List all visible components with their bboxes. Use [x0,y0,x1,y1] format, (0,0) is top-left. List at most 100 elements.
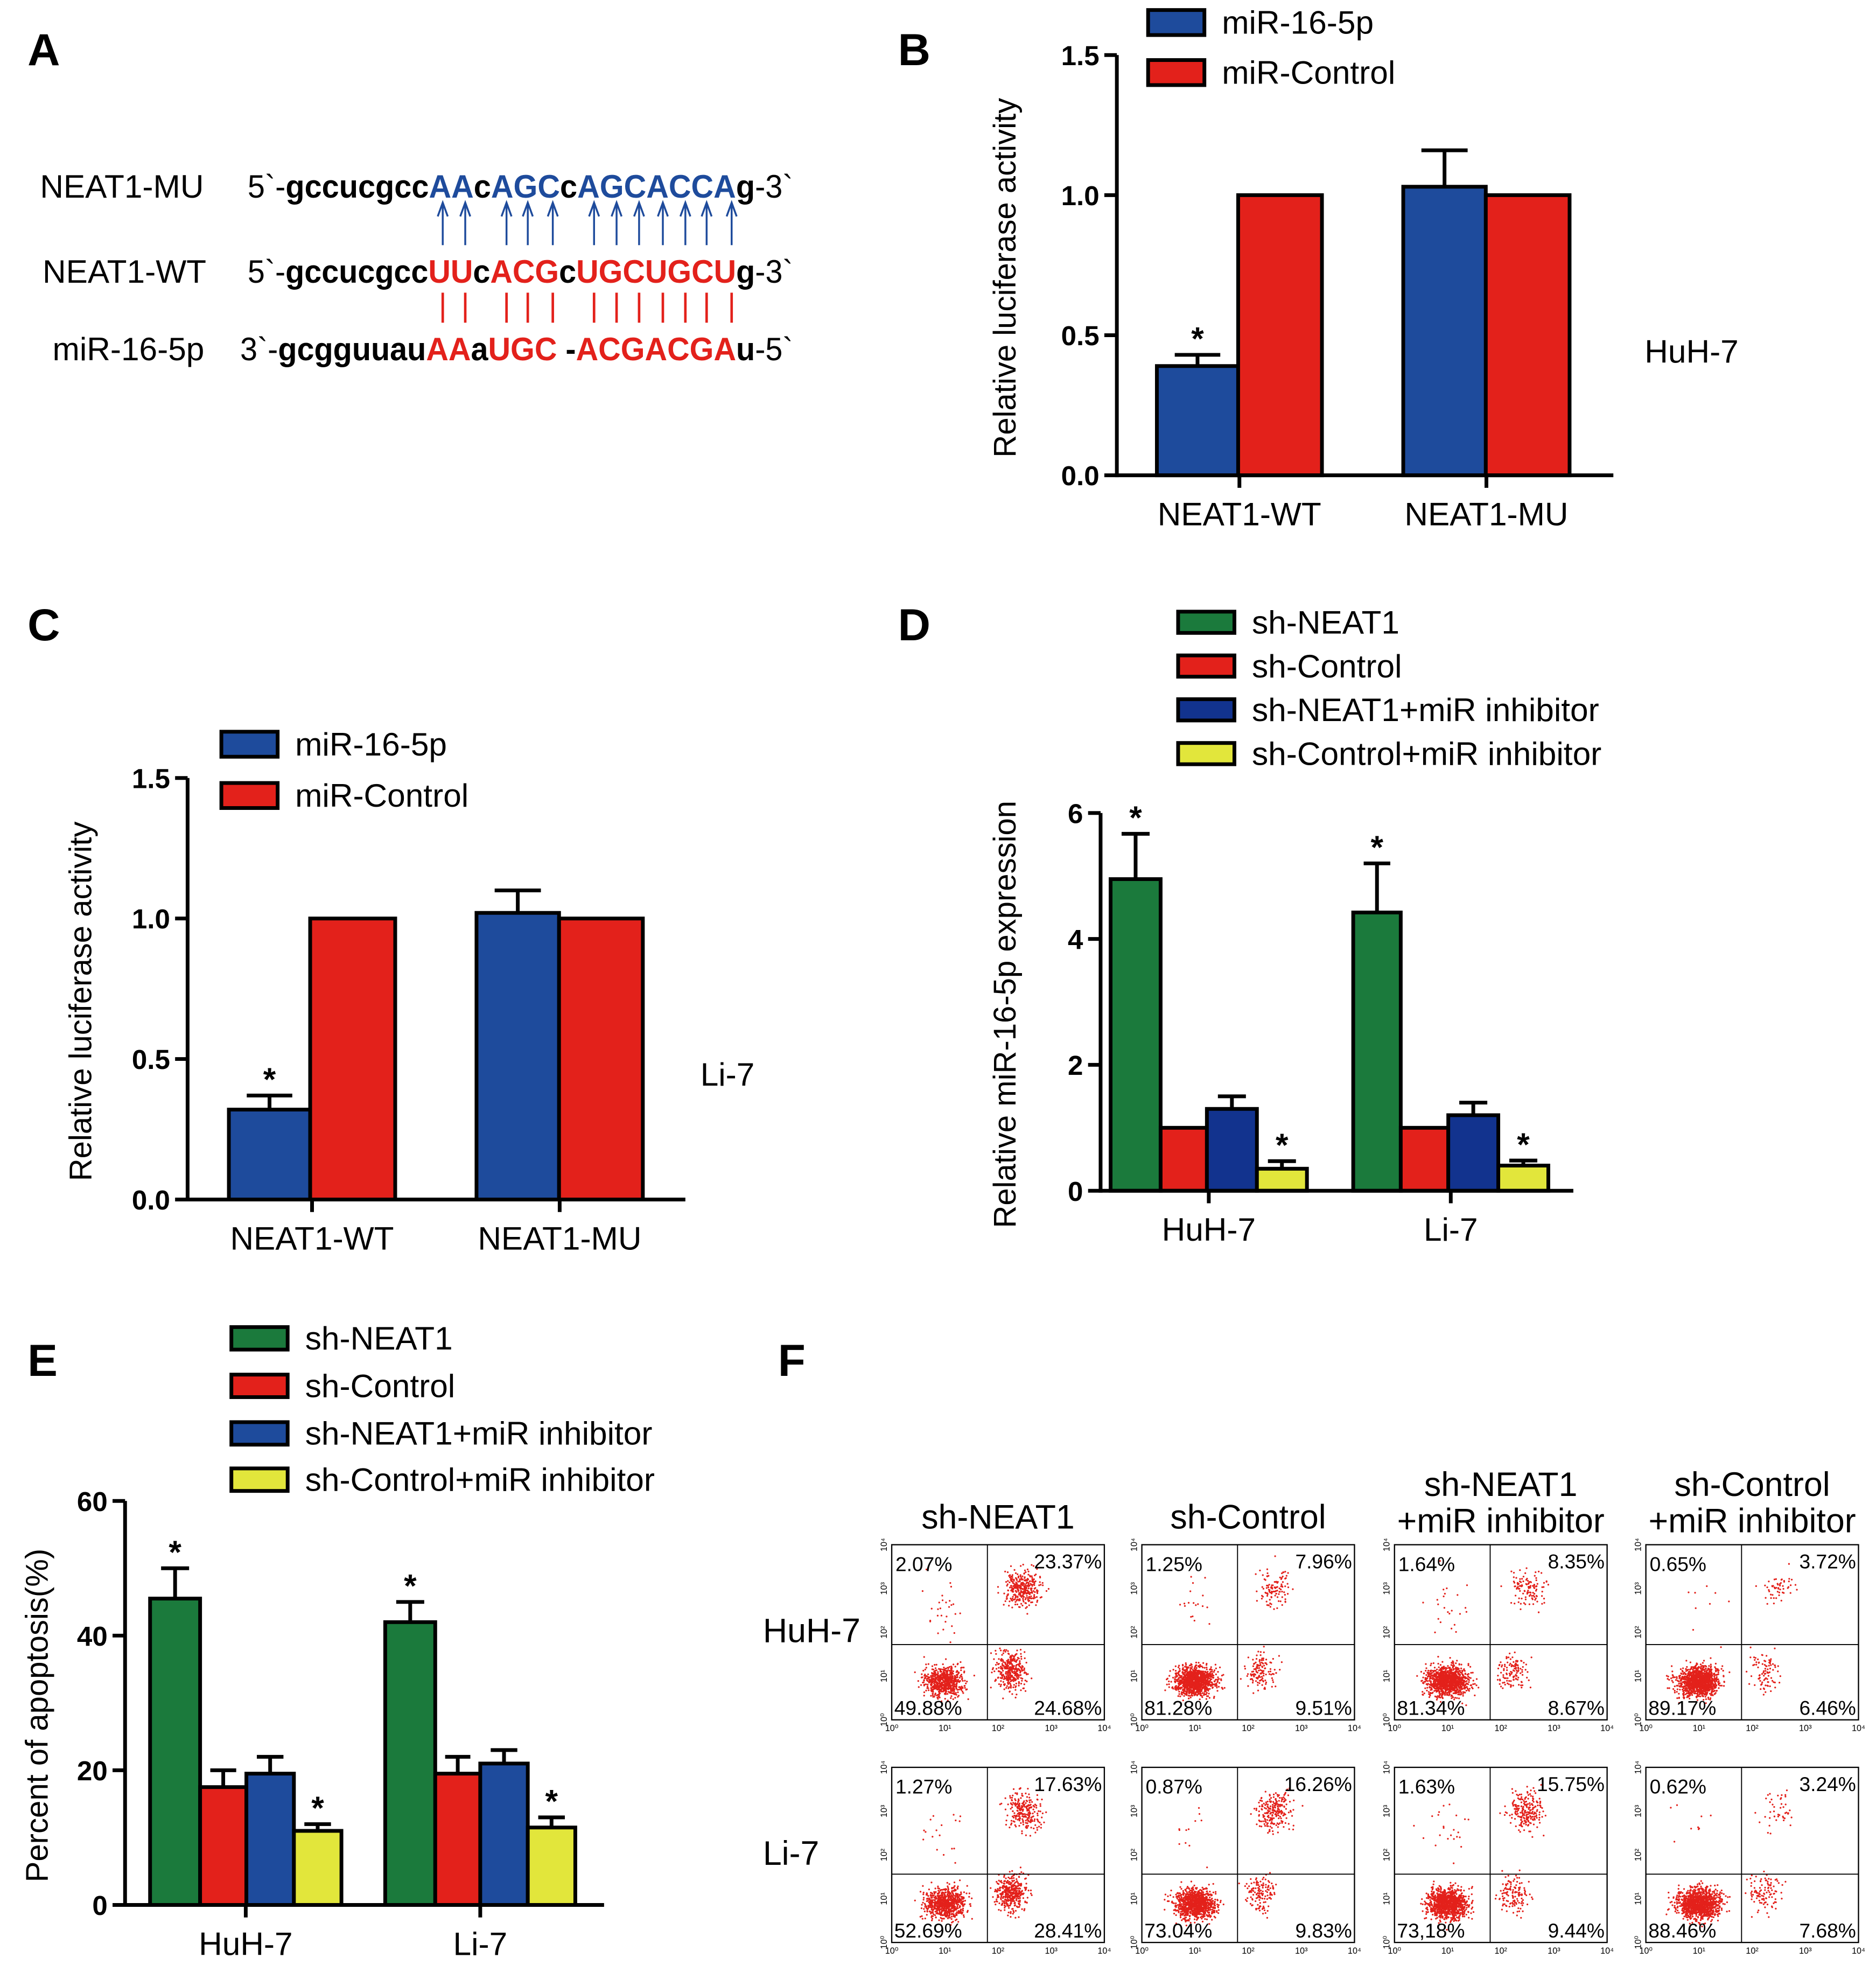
flow-dot [1195,1672,1198,1674]
flow-dot [1033,1583,1035,1585]
flow-dot [1422,1694,1424,1696]
flow-dot [1205,1674,1207,1677]
flow-dot [992,1667,995,1669]
flow-dot [1035,1596,1038,1598]
flow-dot [1007,1580,1009,1582]
flow-dot [925,1663,927,1666]
flow-dot [1210,1666,1212,1668]
flow-dot [944,1679,947,1682]
flow-dot [939,1607,941,1610]
flow-dot [925,1689,927,1691]
flow-dot [1015,1667,1017,1669]
flow-x-tick-label: 10¹ [939,1724,951,1733]
flow-dot [1280,1577,1283,1579]
flow-dot [1007,1650,1009,1652]
flow-dot [1521,1687,1523,1689]
flow-y-tick-label: 10² [1129,1626,1139,1639]
flow-dot [1676,1684,1678,1687]
flow-dot [927,1677,929,1680]
flow-dot [936,1688,939,1691]
flow-dot [951,1672,953,1675]
flow-dot [927,1689,930,1691]
flow-dot [1453,1677,1456,1679]
y-tick-label: 2 [1068,1050,1083,1081]
flow-dot [1177,1682,1180,1685]
flow-dot [1025,1579,1027,1581]
flow-dot [1205,1664,1208,1666]
flow-dot [1177,1685,1179,1687]
flow-dot [1705,1668,1707,1670]
flow-dot [1019,1674,1022,1676]
flow-dot [1040,1584,1042,1586]
flow-dot [957,1696,959,1698]
flow-dot [1031,1677,1033,1680]
flow-dot [1184,1666,1186,1668]
flow-dot [1422,1676,1424,1679]
flow-dot [921,1673,923,1675]
flow-dot [1280,1588,1282,1591]
flow-dot [1469,1677,1472,1679]
flow-dot [1280,1661,1283,1663]
flow-dot [1026,1680,1028,1682]
flow-dot [1026,1606,1028,1608]
flow-dot [934,1674,936,1676]
panel-letter-f: F [778,1335,806,1386]
flow-dot [1470,1672,1472,1674]
flow-dot [1439,1683,1441,1685]
flow-dot [1507,1656,1510,1659]
flow-dot [939,1680,941,1682]
sequence-segment: gcgguuau [278,331,426,367]
flow-dot [1541,1572,1543,1574]
flow-dot [1216,1690,1219,1692]
flow-dot [947,1669,949,1671]
flow-dot [1261,1676,1263,1678]
flow-dot [1179,1668,1181,1670]
flow-dot [955,1694,957,1696]
sequence-segment: c [474,168,491,205]
flow-dot [1497,1675,1499,1677]
flow-dot [1002,1669,1004,1672]
flow-dot [1457,1670,1459,1673]
flow-dot [1187,1671,1190,1673]
flow-dot [1012,1655,1014,1658]
flow-dot [1535,1595,1538,1597]
flow-dot [943,1675,945,1677]
flow-dot [925,1667,927,1669]
flow-dot [949,1671,951,1674]
flow-dot [1259,1654,1262,1656]
flow-dot [1257,1684,1259,1686]
flow-dot [949,1683,951,1685]
flow-dot [1172,1669,1174,1671]
flow-dot [1533,1585,1535,1587]
flow-dot [1193,1676,1195,1678]
flow-dot [995,1663,997,1666]
bar-d-0-3 [1255,1166,1309,1193]
flow-y-tick-label: 10³ [1129,1582,1139,1595]
flow-dot [1462,1693,1464,1695]
flow-dot [1183,1676,1185,1678]
flow-dot [1429,1670,1431,1672]
legend-swatch [219,781,280,810]
flow-dot [1197,1603,1199,1605]
flow-dot [1507,1661,1509,1663]
flow-dot [1003,1592,1005,1595]
flow-plot: 1.25% 7.96%81.28% 9.51%10⁰10⁰10¹10¹10²10²1… [1129,1538,1361,1733]
flow-dot [1524,1590,1526,1592]
flow-dot [1424,1681,1426,1683]
flow-dot [1209,1673,1212,1675]
flow-dot [1198,1672,1200,1674]
flow-dot [1514,1651,1516,1654]
flow-dot [1202,1662,1205,1664]
flow-dot [1284,1585,1286,1588]
flow-dot [1047,1588,1050,1590]
flow-dot [1500,1686,1502,1688]
flow-dot [1444,1688,1446,1690]
flow-dot [923,1695,925,1697]
flow-dot [1457,1594,1459,1596]
legend-label: miR-Control [295,777,468,814]
flow-dot [1015,1581,1017,1584]
flow-dot [1178,1670,1180,1673]
flow-dot [1016,1578,1018,1580]
y-axis-title: Percent of apoptosis(%) [19,1549,54,1882]
flow-dot [936,1673,939,1675]
